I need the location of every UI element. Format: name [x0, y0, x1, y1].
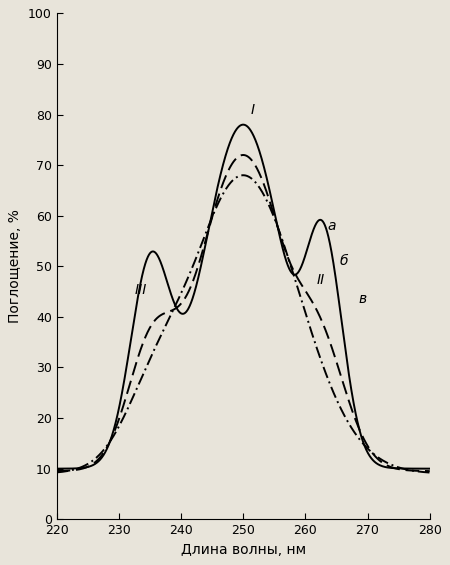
X-axis label: Длина волны, нм: Длина волны, нм	[180, 542, 306, 557]
Y-axis label: Поглощение, %: Поглощение, %	[9, 210, 22, 323]
Text: б: б	[340, 254, 348, 268]
Text: II: II	[317, 272, 325, 286]
Text: в: в	[358, 292, 366, 306]
Text: а: а	[327, 219, 336, 233]
Text: I: I	[251, 103, 255, 117]
Text: III: III	[135, 282, 147, 297]
